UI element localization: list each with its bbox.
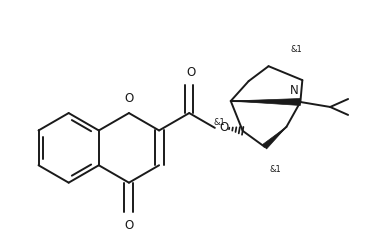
Text: O: O: [219, 121, 229, 134]
Text: &1: &1: [270, 165, 281, 174]
Text: O: O: [124, 92, 134, 105]
Text: &1: &1: [213, 118, 225, 127]
Polygon shape: [263, 127, 286, 149]
Polygon shape: [231, 98, 301, 105]
Text: O: O: [187, 66, 196, 79]
Text: N: N: [290, 84, 298, 97]
Text: O: O: [124, 219, 134, 232]
Text: &1: &1: [290, 45, 302, 54]
